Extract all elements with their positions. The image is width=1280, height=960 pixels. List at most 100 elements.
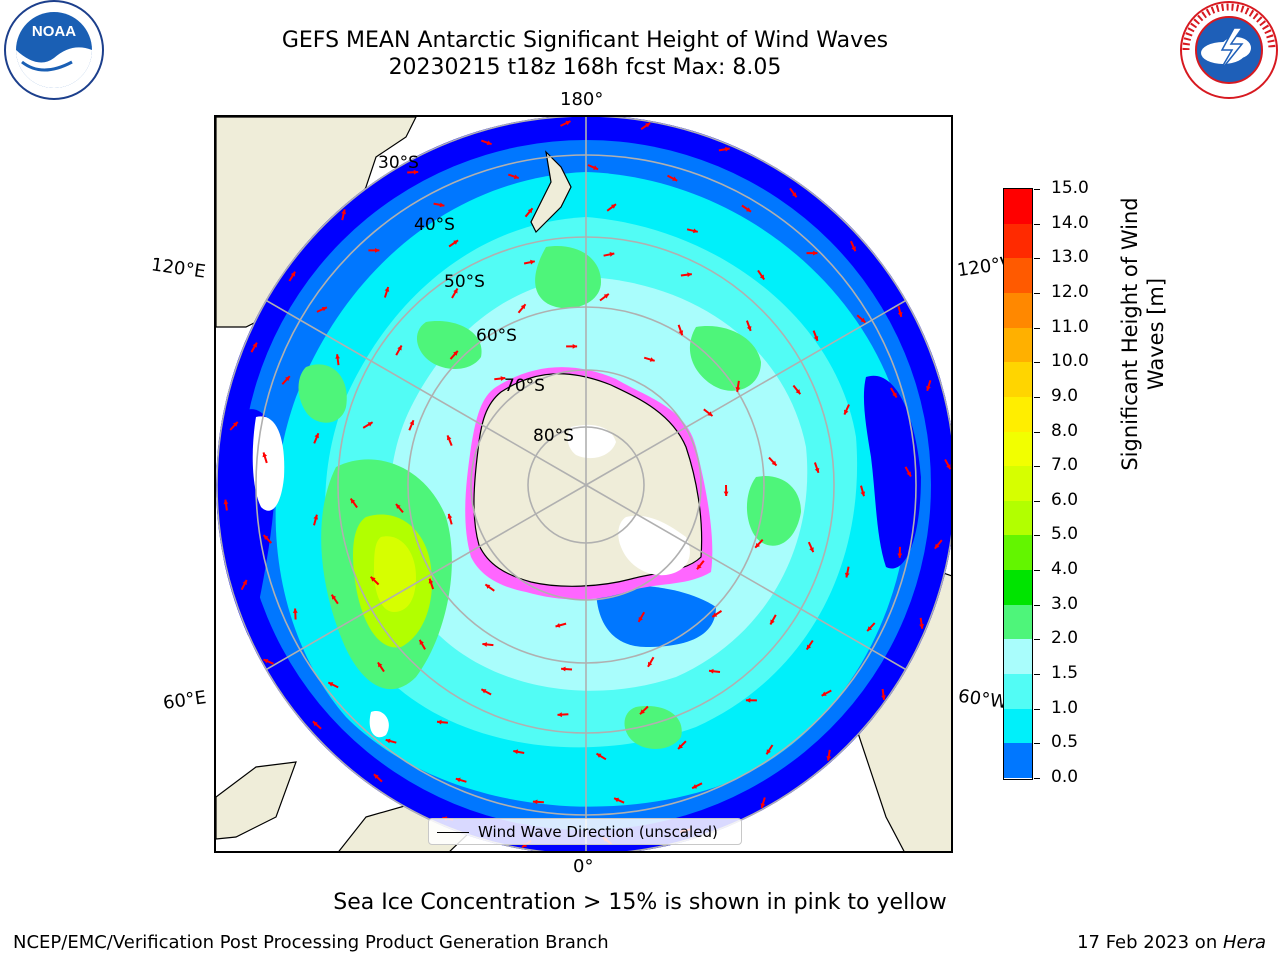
colorbar-tick [1034, 500, 1040, 502]
colorbar-band [1004, 431, 1032, 467]
wave-direction-arrow-head [367, 422, 373, 427]
lon-label-180: 180° [560, 89, 604, 110]
colorbar-tick [1034, 778, 1040, 779]
wave-direction-arrow-head [292, 608, 298, 613]
wave-direction-arrow-head [946, 464, 951, 470]
colorbar-title: Significant Height of Wind Waves [m] [1117, 184, 1169, 484]
wave-direction-arrow-head [926, 385, 931, 391]
colorbar-tick-label: 2.0 [1051, 628, 1079, 649]
wave-direction-arrow-head [285, 376, 290, 381]
wave-direction-arrow-head [821, 691, 827, 696]
wave-direction-arrow-head [350, 498, 356, 504]
wave-direction-arrow-head [809, 547, 814, 553]
lat-label-70s: 70°S [504, 376, 545, 396]
wave-direction-arrow-head [746, 207, 751, 212]
wave-direction-arrow-head [522, 842, 527, 848]
wave-direction-arrow-head [851, 246, 856, 252]
colorbar-tick [1034, 466, 1040, 468]
wave-direction-arrow-head [826, 756, 832, 761]
wave-direction-arrow-head [242, 580, 247, 585]
wave-direction-arrow-head [373, 774, 379, 779]
wave-direction-arrow-head [687, 272, 692, 277]
colorbar-tick [1034, 327, 1040, 329]
wave-direction-arrow-head [897, 312, 903, 317]
wave-direction-arrow-head [513, 174, 519, 179]
sea-ice-note: Sea Ice Concentration > 15% is shown in … [333, 890, 947, 915]
wave-direction-arrow-head [844, 572, 850, 578]
noaa-logo-icon: NOAA [2, 0, 106, 104]
chart-subtitle: 20230215 t18z 168h fcst Max: 8.05 [388, 55, 782, 80]
colorbar-tick [1034, 292, 1040, 294]
wave-direction-arrow-head [377, 662, 383, 668]
lat-label-30s: 30°S [378, 153, 419, 173]
wave-direction-arrow-head [321, 307, 327, 312]
wave-direction-arrow-head [860, 491, 866, 497]
wave-direction-arrow-head [766, 749, 771, 755]
wave-direction-arrow-head [745, 697, 751, 703]
wave-direction-arrow-head [712, 612, 718, 617]
wave-direction-arrow-head [814, 467, 820, 473]
lon-label-60e: 60°E [161, 687, 208, 714]
lat-label-40s: 40°S [414, 215, 455, 235]
wave-direction-arrow-head [312, 721, 318, 727]
colorbar [1003, 188, 1033, 780]
map-canvas [216, 117, 951, 851]
colorbar-tick-label: 0.5 [1051, 732, 1079, 753]
wave-direction-arrow-head [341, 209, 346, 215]
wave-direction-arrow-head [860, 317, 866, 323]
colorbar-tick-label: 15.0 [1051, 178, 1089, 198]
colorbar-tick [1034, 258, 1040, 260]
wave-direction-arrow-head [881, 695, 886, 700]
colorbar-tick-label: 8.0 [1051, 420, 1079, 441]
wave-direction-arrow-head [370, 576, 376, 582]
wave-direction-arrow-head [314, 433, 319, 439]
wave-direction-arrow-head [867, 626, 872, 632]
wave-direction-arrow-head [609, 252, 615, 257]
colorbar-band [1004, 500, 1032, 536]
colorbar-band [1004, 189, 1032, 225]
colorbar-tick [1034, 189, 1040, 190]
wave-direction-arrow-head [844, 409, 849, 415]
wave-direction-arrow-head [648, 661, 653, 667]
wave-direction-arrow-head [409, 420, 414, 426]
wave-direction-arrow-head [262, 452, 268, 458]
wave-direction-arrow-head [906, 471, 911, 477]
colorbar-tick [1034, 743, 1040, 745]
wave-direction-arrow-head [446, 435, 452, 441]
map-panel: 30°S 40°S 50°S 60°S 70°S 80°S Wind Wave … [214, 115, 953, 853]
wave-direction-arrow-head [735, 387, 741, 392]
wave-direction-arrow-head [572, 344, 578, 349]
wave-direction-arrow-head [233, 421, 238, 427]
footer-date: 17 Feb 2023 on Hera [1077, 932, 1266, 953]
lon-label-120e: 120°E [149, 254, 207, 283]
colorbar-title-line2: Waves [m] [1144, 277, 1168, 391]
footer-host: Hera [1222, 932, 1266, 953]
colorbar-tick-label: 5.0 [1051, 524, 1079, 545]
colorbar-band [1004, 396, 1032, 433]
colorbar-tick-label: 0.0 [1051, 767, 1079, 787]
colorbar-band [1004, 258, 1032, 294]
wave-direction-arrow-head [396, 504, 401, 509]
wave-direction-arrow-head [557, 712, 562, 718]
wave-direction-arrow-head [384, 287, 390, 292]
wave-direction-arrow-head [530, 259, 535, 265]
wave-direction-arrow-head [770, 619, 775, 625]
colorbar-tick-label: 13.0 [1051, 247, 1089, 268]
wave-height-field [216, 117, 951, 851]
wave-direction-arrow-head [223, 499, 229, 505]
colorbar-tick-label: 12.0 [1051, 281, 1089, 302]
wave-direction-arrow-head [385, 738, 391, 744]
wave-direction-arrow-head [614, 797, 620, 803]
wave-direction-arrow-head [481, 689, 487, 694]
map-legend: Wind Wave Direction (unscaled) [428, 818, 742, 845]
colorbar-band [1004, 674, 1032, 710]
colorbar-tick-label: 7.0 [1051, 455, 1079, 476]
wave-direction-arrow-head [453, 350, 458, 356]
colorbar-tick [1034, 604, 1040, 606]
colorbar-tick [1034, 535, 1040, 537]
colorbar-tick [1034, 570, 1040, 572]
colorbar-tick-label: 6.0 [1051, 489, 1079, 510]
wave-direction-arrow-head [520, 304, 526, 310]
colorbar-band [1004, 223, 1032, 259]
wave-direction-arrow-head [760, 803, 766, 808]
